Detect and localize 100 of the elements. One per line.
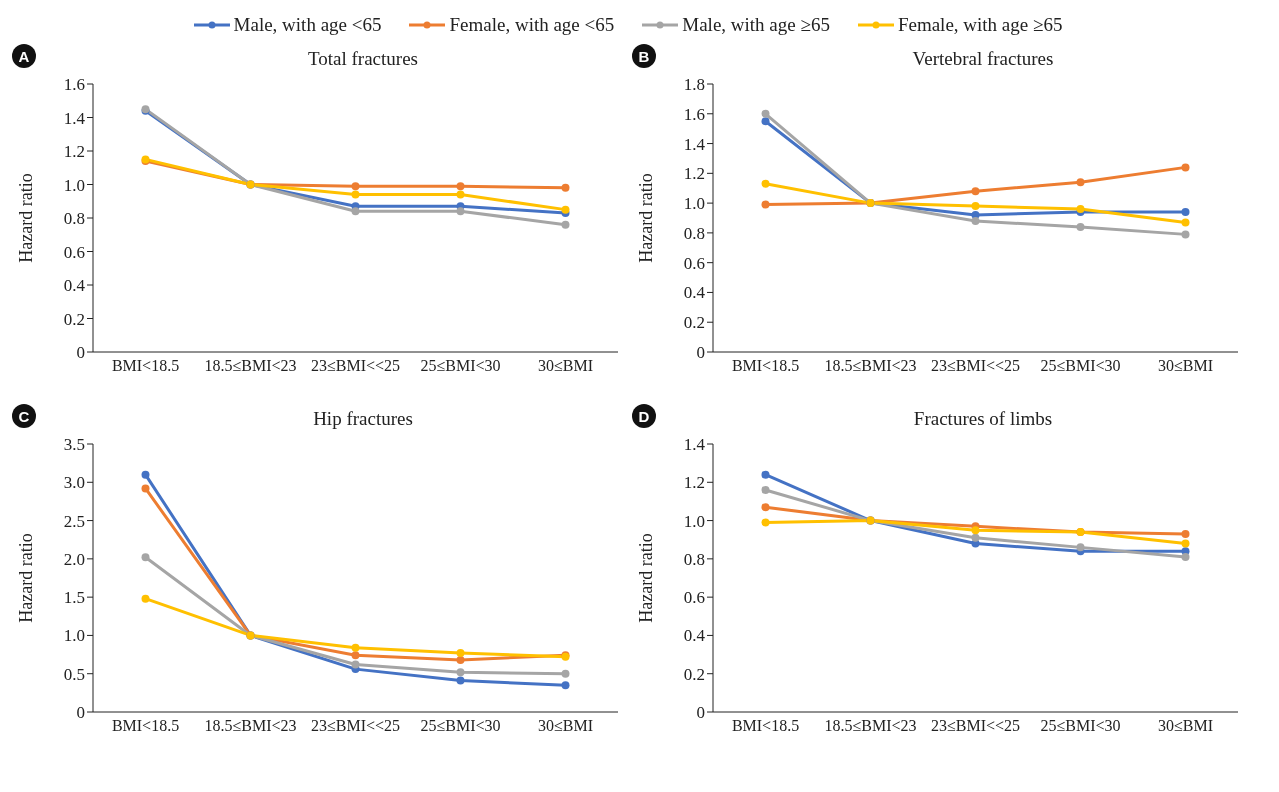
y-tick-label: 2.5 [63, 511, 85, 531]
x-tick-label: 18.5≤BMI<23 [204, 717, 297, 735]
y-tick-label: 3.0 [63, 473, 85, 493]
y-tick-label: 0.5 [63, 664, 85, 684]
y-tick-label: 1.6 [683, 104, 705, 124]
y-tick-label: 1.4 [683, 435, 706, 455]
y-tick-label: 0.8 [63, 209, 85, 229]
legend-label: Female, with age ≥65 [897, 14, 1063, 36]
legend-label: Male, with age <65 [233, 14, 382, 36]
y-tick-label: 1.2 [683, 164, 705, 184]
x-tick-label: BMI<18.5 [731, 357, 800, 375]
x-tick-label: 30≤BMI [537, 717, 594, 735]
point [761, 503, 770, 512]
y-axis-title: Hazard ratio [636, 173, 657, 263]
x-tick-label: 30≤BMI [1157, 717, 1214, 735]
point [456, 668, 465, 677]
point [561, 205, 570, 214]
x-tick-label: BMI<18.5 [111, 717, 180, 735]
y-tick-label: 1.2 [683, 473, 705, 493]
point [761, 179, 770, 188]
point [561, 183, 570, 192]
point [456, 649, 465, 658]
point [141, 484, 150, 493]
point [456, 207, 465, 216]
point [456, 676, 465, 685]
x-tick-label: 25≤BMI<30 [420, 357, 501, 375]
y-tick-label: 3.5 [63, 435, 85, 455]
point [561, 669, 570, 678]
chart-title: Hip fractures [312, 408, 414, 430]
y-tick-label: 1.0 [683, 511, 705, 531]
point [761, 200, 770, 209]
y-axis-title: Hazard ratio [16, 533, 37, 623]
y-tick-label: 1.5 [63, 588, 85, 608]
text: D [632, 404, 656, 428]
point [141, 594, 150, 603]
x-tick-label: 30≤BMI [537, 357, 594, 375]
point [351, 643, 360, 652]
y-tick-label: 0.6 [683, 253, 705, 273]
x-tick-label: 25≤BMI<30 [1040, 717, 1121, 735]
text: B [632, 44, 656, 68]
y-tick-label: 1.4 [683, 134, 706, 154]
y-tick-label: 0 [76, 343, 85, 363]
point [1181, 552, 1190, 561]
y-tick-label: 1.0 [63, 175, 85, 195]
chart-title: Vertebral fractures [911, 48, 1055, 70]
point [561, 220, 570, 229]
text: C [12, 404, 36, 428]
point [1076, 178, 1085, 187]
x-tick-label: 25≤BMI<30 [1040, 357, 1121, 375]
point [1181, 208, 1190, 217]
y-tick-label: 1.8 [683, 75, 705, 95]
point [971, 216, 980, 225]
point [351, 660, 360, 669]
point [351, 207, 360, 216]
point [1076, 543, 1085, 552]
point [971, 533, 980, 542]
legend-label: Female, with age <65 [449, 14, 615, 36]
point [351, 190, 360, 199]
point [351, 651, 360, 660]
y-tick-label: 2.0 [63, 549, 85, 569]
y-tick-label: 0.4 [683, 283, 706, 303]
point [141, 553, 150, 562]
point [761, 485, 770, 494]
y-tick-label: 1.2 [63, 142, 85, 162]
point [456, 190, 465, 199]
y-axis-title: Hazard ratio [636, 533, 657, 623]
y-tick-label: 0.4 [683, 626, 706, 646]
y-tick-label: 0.2 [683, 664, 705, 684]
y-tick-label: 0 [76, 703, 85, 723]
point [351, 182, 360, 191]
point [141, 470, 150, 479]
x-tick-label: 18.5≤BMI<23 [204, 357, 297, 375]
y-tick-label: 1.6 [63, 75, 85, 95]
y-tick-label: 1.4 [63, 108, 86, 128]
y-tick-label: 0.8 [683, 223, 705, 243]
y-tick-label: 0.6 [683, 588, 705, 608]
point [761, 109, 770, 118]
x-tick-label: 23≤BMI<<25 [930, 357, 1021, 375]
point [1181, 539, 1190, 548]
point [971, 187, 980, 196]
point [561, 681, 570, 690]
y-tick-label: 0.2 [63, 309, 85, 329]
x-tick-label: 18.5≤BMI<23 [824, 717, 917, 735]
y-tick-label: 0.8 [683, 549, 705, 569]
point [1181, 529, 1190, 538]
y-tick-label: 1.0 [63, 626, 85, 646]
point [971, 526, 980, 535]
point [456, 182, 465, 191]
legend-label: Male, with age ≥65 [682, 14, 830, 36]
y-tick-label: 0 [696, 343, 705, 363]
x-tick-label: BMI<18.5 [731, 717, 800, 735]
point [761, 470, 770, 479]
point [456, 655, 465, 664]
x-tick-label: 23≤BMI<<25 [930, 717, 1021, 735]
x-tick-label: 25≤BMI<30 [420, 717, 501, 735]
x-tick-label: 30≤BMI [1157, 357, 1214, 375]
y-tick-label: 0.6 [63, 242, 85, 262]
text: A [12, 44, 36, 68]
x-tick-label: 23≤BMI<<25 [310, 717, 401, 735]
point [1076, 222, 1085, 231]
